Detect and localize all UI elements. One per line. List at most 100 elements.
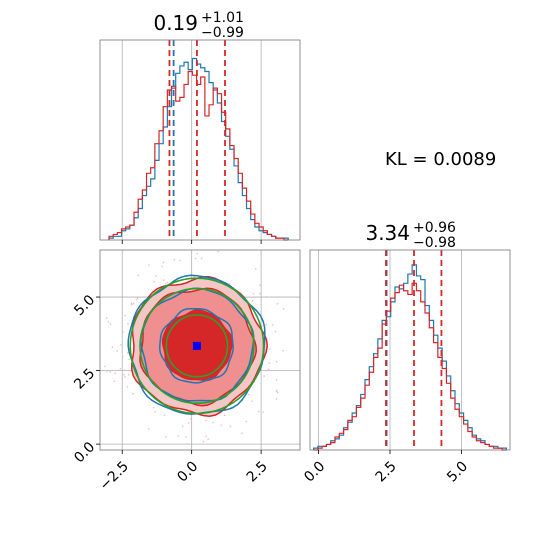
sample-point xyxy=(186,443,188,445)
sample-point xyxy=(282,308,285,310)
histogram-series-1 xyxy=(108,70,289,241)
contour-line-blue xyxy=(159,307,234,384)
sample-point xyxy=(113,380,116,383)
sample-point xyxy=(111,346,114,349)
kl-annotation: KL = 0.0089 xyxy=(385,149,496,170)
sample-point xyxy=(114,372,116,374)
sample-point xyxy=(228,282,231,285)
sample-point xyxy=(252,292,255,295)
sample-point xyxy=(265,323,267,326)
sample-point xyxy=(187,421,190,424)
marginal-2-title-value: 3.34 xyxy=(365,221,410,245)
panel-frame xyxy=(309,249,511,451)
x-tick-label: 2.5 xyxy=(244,458,271,485)
sample-point xyxy=(265,295,268,298)
sample-point xyxy=(205,435,207,437)
sample-point xyxy=(181,425,184,428)
sample-point xyxy=(123,369,126,372)
sample-point xyxy=(202,440,205,443)
sample-point xyxy=(109,323,112,325)
sample-point xyxy=(107,321,110,323)
sample-point xyxy=(135,299,138,301)
sample-point xyxy=(185,436,187,438)
sample-point xyxy=(196,252,199,255)
sample-point xyxy=(276,302,279,305)
sample-point xyxy=(109,370,111,373)
sample-point xyxy=(163,414,166,416)
sample-point xyxy=(217,250,220,253)
sample-point xyxy=(162,279,165,281)
contour-ref-green xyxy=(129,277,265,415)
y-tick-label: 0.0 xyxy=(71,439,98,466)
marginal-1-title: 0.19 xyxy=(153,11,198,35)
sample-point xyxy=(204,419,207,422)
sample-point xyxy=(104,365,106,368)
marginal-1-title-plus: +1.01 xyxy=(201,10,244,26)
sample-point xyxy=(120,343,122,346)
marginal-2-panel: 0.0 2.5 5.0 xyxy=(301,249,511,486)
histogram-series-0 xyxy=(312,264,508,450)
sample-point xyxy=(164,283,167,285)
sample-point xyxy=(105,317,108,319)
sample-point xyxy=(123,373,125,376)
x-tick-label: 0.0 xyxy=(174,458,201,485)
sample-point xyxy=(126,352,129,354)
sample-point xyxy=(275,398,278,400)
sample-point xyxy=(245,420,248,423)
x-tick-label: 2.5 xyxy=(373,458,400,485)
sample-point xyxy=(130,302,133,305)
sample-point xyxy=(241,432,243,434)
sample-point xyxy=(212,421,214,424)
sample-point xyxy=(267,368,270,371)
marginal-2-title-plus: +0.96 xyxy=(413,220,456,236)
y-tick-label: 2.5 xyxy=(71,366,98,393)
contour-ref-green xyxy=(165,314,229,378)
sample-point xyxy=(173,258,176,261)
sample-point xyxy=(262,411,265,413)
sample-point xyxy=(147,428,150,430)
marginal-1-title-minus: −0.99 xyxy=(201,25,244,41)
contour-ref-green xyxy=(139,287,255,405)
sample-point xyxy=(121,355,124,358)
sample-point xyxy=(162,261,165,264)
sample-point xyxy=(259,292,261,295)
panel-frame xyxy=(99,39,301,241)
x-tick-label: −2.5 xyxy=(97,458,132,493)
sample-point xyxy=(271,324,274,326)
sample-point xyxy=(164,436,167,438)
sample-point xyxy=(274,330,277,333)
sample-point xyxy=(194,257,197,260)
sample-point xyxy=(254,268,257,270)
sample-point xyxy=(263,375,265,377)
sample-point xyxy=(116,350,119,352)
sample-point xyxy=(136,297,139,300)
sample-point xyxy=(131,303,133,306)
sample-point xyxy=(127,322,129,325)
sample-point xyxy=(127,374,130,376)
sample-point xyxy=(122,331,124,333)
sample-point xyxy=(275,360,278,363)
joint-panel: −2.5 0.0 2.50.02.55.0 xyxy=(71,249,301,494)
sample-point xyxy=(207,438,209,440)
marginal-2-title-minus: −0.98 xyxy=(413,235,456,251)
sample-point xyxy=(166,281,169,284)
sample-point xyxy=(124,376,126,378)
histogram-series-1 xyxy=(313,282,507,451)
x-tick-label: 5.0 xyxy=(444,458,471,485)
sample-point xyxy=(155,275,157,277)
sample-point xyxy=(258,410,260,413)
sample-point xyxy=(251,300,254,302)
sample-point xyxy=(153,280,156,283)
sample-point xyxy=(251,400,253,402)
sample-point xyxy=(161,265,163,268)
sample-point xyxy=(132,392,134,395)
truth-marker xyxy=(192,341,201,350)
sample-point xyxy=(268,362,271,364)
marginal-1-panel xyxy=(99,39,301,244)
sample-point xyxy=(265,369,268,372)
sample-point xyxy=(276,391,279,394)
sample-point xyxy=(229,425,232,428)
marginal-1-title-value: 0.19 xyxy=(153,11,198,35)
sample-point xyxy=(137,274,140,277)
sample-point xyxy=(128,358,130,361)
